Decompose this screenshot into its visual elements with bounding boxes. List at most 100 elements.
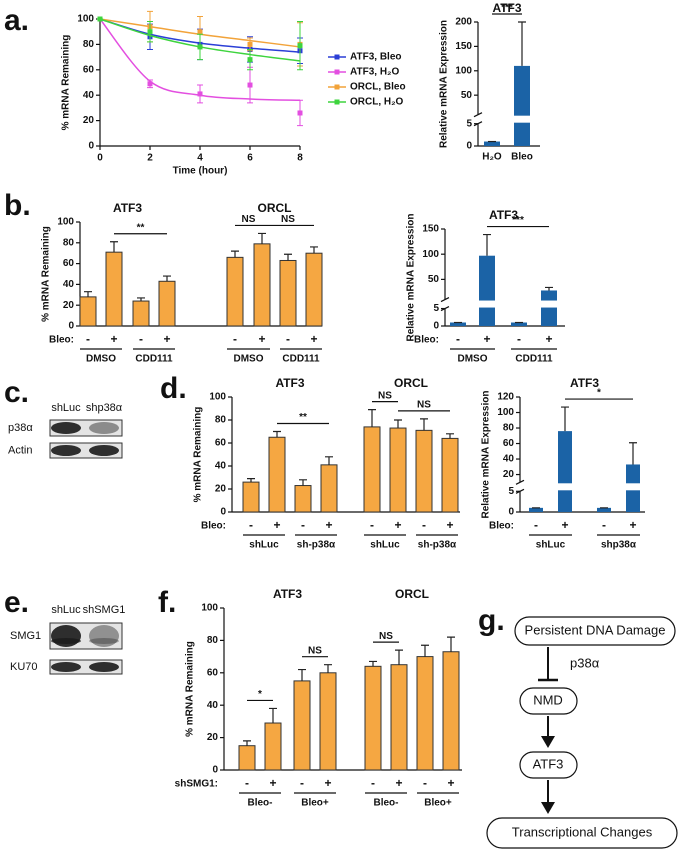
y-tick-label: 100 <box>497 407 514 418</box>
significance-label: *** <box>501 3 513 14</box>
chart-title: ORCL <box>394 376 428 390</box>
blot-band <box>51 445 81 456</box>
y-tick-label: 40 <box>207 700 219 711</box>
bar <box>514 65 530 146</box>
panel-label: a. <box>4 4 29 37</box>
y-tick-label: 100 <box>455 65 472 76</box>
row-label: p38α <box>8 422 33 434</box>
y-tick-label: 120 <box>497 392 514 403</box>
group-label: shLuc <box>370 540 400 551</box>
point <box>197 44 203 50</box>
y-tick-label: 20 <box>207 732 219 743</box>
bar <box>415 429 433 513</box>
edge-label: p38α <box>570 655 600 670</box>
y-tick-label: 20 <box>215 484 227 495</box>
error-bar <box>298 668 306 681</box>
y-tick-label: 0 <box>212 765 218 776</box>
x-tick-label: - <box>371 776 375 790</box>
x-tick-label: 6 <box>247 153 253 164</box>
panel-label: g. <box>478 604 505 637</box>
y-axis-label: % mRNA Remaining <box>193 407 204 503</box>
x-tick-label: + <box>561 518 568 532</box>
chart-title: ATF3 <box>492 1 521 15</box>
row-label: Bleo: <box>49 335 74 346</box>
legend-marker <box>334 69 340 75</box>
y-tick-label: 50 <box>461 90 473 101</box>
y-axis-label: Relative mRNA Expression <box>481 390 492 518</box>
group-label: Bleo+ <box>301 798 329 809</box>
legend-marker <box>334 54 340 60</box>
y-tick-label: 0 <box>508 507 514 518</box>
point <box>147 81 153 87</box>
arrow-head <box>541 802 555 814</box>
error-bar <box>137 297 145 302</box>
node-label: Persistent DNA Damage <box>525 622 666 637</box>
group-label: DMSO <box>86 354 116 365</box>
bar <box>389 427 407 513</box>
group-label: CDD111 <box>282 354 320 365</box>
group-label: shLuc <box>249 540 279 551</box>
error-bar <box>284 253 292 261</box>
group-label: CDD111 <box>135 354 173 365</box>
bar-break <box>625 483 641 491</box>
axis-break <box>473 112 483 118</box>
group-label: CDD111 <box>515 354 553 365</box>
y-tick-label: 5 <box>433 303 439 314</box>
row-label: SMG1 <box>10 630 41 642</box>
y-tick-label: 60 <box>83 64 95 75</box>
blot-band <box>89 625 119 647</box>
x-tick-label: + <box>110 332 117 346</box>
legend-label: ATF3, H₂O <box>350 67 399 78</box>
diagram: Persistent DNA Damage p38α NMD ATF3 Tran… <box>486 616 678 849</box>
axis-break <box>515 479 525 485</box>
legend-marker <box>334 99 340 105</box>
error-bar <box>368 409 376 427</box>
x-tick-label: Bleo <box>511 152 533 163</box>
y-tick-label: 20 <box>63 300 75 311</box>
node-box <box>519 687 578 715</box>
y-tick-label: 60 <box>503 438 515 449</box>
error-bar <box>545 286 553 291</box>
bar <box>279 259 297 327</box>
error-bar <box>483 233 491 256</box>
x-tick-label: 2 <box>147 153 153 164</box>
x-tick-label: 4 <box>197 153 203 164</box>
bar <box>242 481 260 513</box>
lane-label: shp38α <box>86 402 123 414</box>
error-bar <box>231 250 239 258</box>
arrow-head <box>541 736 555 748</box>
bar <box>253 243 271 327</box>
lane-label: shLuc <box>51 604 81 616</box>
bar <box>320 464 338 513</box>
y-tick-label: 60 <box>215 438 227 449</box>
x-tick-label: - <box>517 332 521 346</box>
blot-band <box>89 662 119 672</box>
lane-label: shSMG1 <box>83 604 126 616</box>
bar <box>268 436 286 513</box>
error-bar <box>446 433 454 439</box>
error-bar <box>629 442 637 465</box>
chart-title: ATF3 <box>489 208 518 222</box>
bar <box>511 322 527 326</box>
bar <box>319 672 337 771</box>
x-tick-label: 0 <box>97 153 103 164</box>
x-tick-label: - <box>300 776 304 790</box>
y-tick-label: 40 <box>503 454 515 465</box>
y-tick-label: 80 <box>83 39 95 50</box>
legend-label: ORCL, H₂O <box>350 97 404 108</box>
bar-break <box>513 115 531 123</box>
y-axis-label: % mRNA Remaining <box>61 35 72 131</box>
point <box>247 57 253 63</box>
error-bar <box>269 707 277 724</box>
y-tick-label: 80 <box>215 415 227 426</box>
row-label: Bleo: <box>414 335 439 346</box>
bar <box>558 431 572 512</box>
error-bar <box>395 649 403 665</box>
chart-title: ATF3 <box>570 376 599 390</box>
significance-label: ** <box>299 412 307 423</box>
x-tick-label: - <box>301 518 305 532</box>
bar-break <box>557 483 573 491</box>
error-bar <box>273 430 281 438</box>
bar <box>450 322 466 326</box>
bar <box>293 680 311 771</box>
